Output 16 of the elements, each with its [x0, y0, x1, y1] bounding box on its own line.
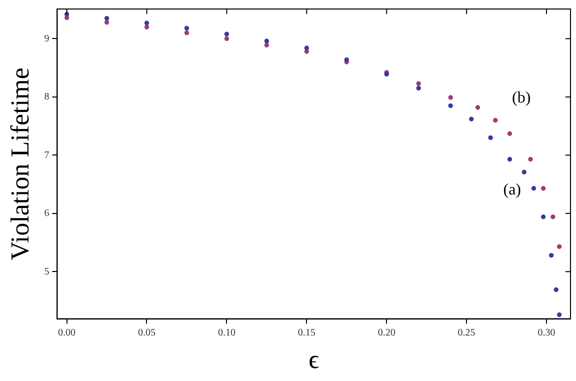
x-tick-label: 0.10 — [218, 327, 236, 338]
series-label: (a) — [503, 181, 522, 198]
y-tick-label: 7 — [44, 150, 50, 161]
series-label: (b) — [512, 89, 531, 106]
x-tick-label: 0.00 — [58, 327, 76, 338]
y-tick-label: 8 — [44, 92, 50, 103]
y-axis-title: Violation Lifetime — [5, 68, 34, 260]
x-tick-label: 0.20 — [378, 327, 396, 338]
x-axis-title: ϵ — [308, 345, 320, 374]
x-tick-label: 0.05 — [138, 327, 156, 338]
y-tick-label: 6 — [44, 208, 50, 220]
x-tick-label: 0.30 — [538, 327, 556, 338]
x-tick-label: 0.25 — [458, 327, 476, 338]
y-tick-label: 5 — [44, 266, 50, 278]
x-tick-label: 0.15 — [298, 327, 316, 338]
y-tick-label: 9 — [44, 33, 50, 44]
